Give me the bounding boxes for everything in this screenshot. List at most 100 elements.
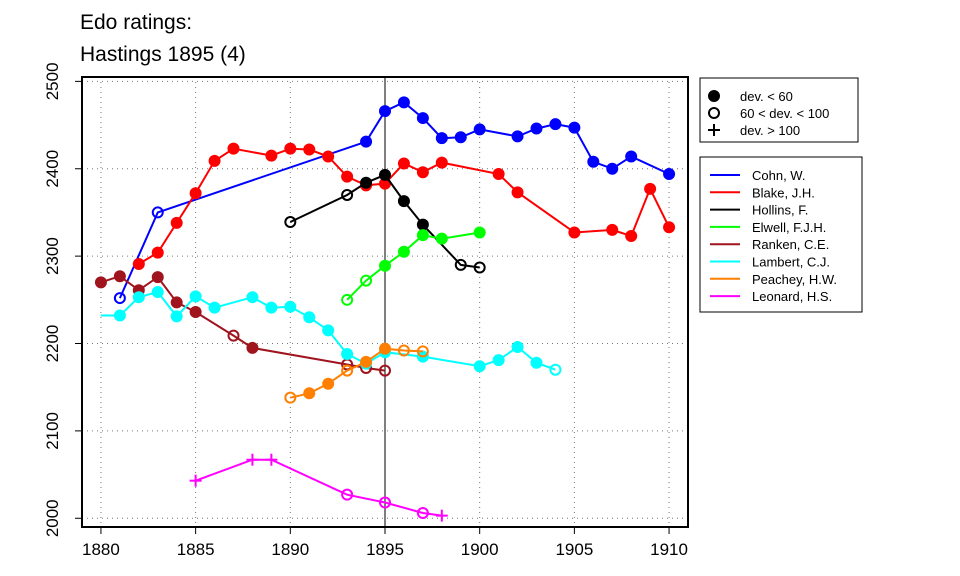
data-point: [265, 301, 278, 314]
data-point: [379, 105, 391, 118]
x-tick-label: 1895: [366, 540, 404, 559]
data-point: [492, 354, 505, 367]
data-point: [303, 387, 316, 400]
legend-series-name: Cohn, W.: [752, 168, 805, 183]
data-point: [435, 232, 448, 245]
data-point: [379, 259, 391, 272]
data-point: [284, 142, 297, 155]
data-point: [397, 344, 410, 357]
legend-marker-plus: [708, 124, 720, 136]
data-point: [227, 142, 240, 155]
data-point: [397, 195, 410, 208]
data-point: [94, 276, 107, 289]
data-point: [397, 245, 410, 258]
legend-label: dev. < 60: [740, 89, 793, 104]
data-point: [246, 453, 259, 466]
data-point: [322, 150, 335, 163]
legend-series-name: Peachey, H.W.: [752, 272, 837, 287]
data-point: [416, 507, 429, 520]
legend-series-name: Blake, J.H.: [752, 185, 815, 200]
data-point: [511, 186, 524, 199]
x-axis: 1880 1885 1890 1895 1900 1905 1910: [82, 527, 688, 559]
marker-legend: dev. < 60 60 < dev. < 100 dev. > 100: [699, 77, 859, 143]
data-point: [227, 329, 240, 342]
data-point: [284, 300, 297, 313]
y-tick-label: 2400: [43, 150, 62, 188]
series-legend: Cohn, W. Blake, J.H. Hollins, F. Elwell, F.…: [699, 156, 863, 313]
legend-marker-filled: [708, 90, 720, 102]
y-tick-label: 2100: [43, 412, 62, 450]
legend-label: dev. > 100: [740, 123, 800, 138]
data-point: [341, 364, 354, 377]
data-point: [341, 188, 354, 201]
legend-marker-open: [708, 107, 720, 119]
data-point: [530, 356, 543, 369]
legend-series-name: Hollins, F.: [752, 203, 808, 218]
data-point: [454, 131, 467, 144]
series-line: [346, 231, 480, 301]
legend-series-name: Leonard, H.S.: [752, 289, 832, 304]
data-point: [170, 216, 183, 229]
data-point: [246, 341, 259, 354]
data-point: [530, 122, 543, 135]
data-point: [416, 218, 429, 231]
x-tick-label: 1890: [271, 540, 309, 559]
data-point: [189, 290, 202, 303]
series-5: [100, 285, 562, 376]
data-point: [151, 271, 164, 284]
data-point: [492, 167, 505, 180]
series-layer: [94, 96, 676, 522]
series-legend-box: [699, 156, 863, 313]
data-point: [151, 246, 164, 259]
data-point: [435, 509, 448, 522]
data-point: [549, 363, 562, 376]
data-point: [606, 223, 619, 236]
data-point: [132, 291, 145, 304]
data-point: [303, 311, 316, 324]
y-tick-label: 2500: [43, 62, 62, 100]
data-point: [663, 221, 676, 234]
data-point: [208, 301, 221, 314]
data-point: [473, 360, 486, 373]
data-point: [341, 293, 354, 306]
series-0: [113, 96, 676, 305]
x-tick-label: 1900: [461, 540, 499, 559]
data-point: [435, 156, 448, 169]
data-point: [265, 453, 278, 466]
series-2: [284, 168, 486, 274]
y-axis: 2000 2100 2200 2300 2400 2500: [43, 62, 82, 537]
y-tick-label: 2300: [43, 237, 62, 275]
legend-series-name: Elwell, F.J.H.: [752, 220, 826, 235]
data-point: [341, 170, 354, 183]
data-point: [454, 258, 467, 271]
data-point: [132, 257, 145, 270]
data-point: [189, 474, 202, 487]
marker-legend-box: [699, 77, 859, 143]
y-tick-label: 2200: [43, 325, 62, 363]
data-point: [416, 345, 429, 358]
data-point: [379, 364, 391, 377]
data-point: [473, 123, 486, 136]
data-point: [113, 309, 126, 322]
data-point: [568, 121, 581, 134]
x-tick-label: 1910: [650, 540, 688, 559]
x-tick-label: 1905: [555, 540, 593, 559]
series-line: [289, 173, 480, 269]
x-tick-label: 1885: [177, 540, 215, 559]
data-point: [151, 285, 164, 298]
series-line: [118, 101, 670, 299]
data-point: [397, 157, 410, 170]
data-point: [397, 96, 410, 109]
data-point: [379, 168, 391, 181]
legend-series-name: Ranken, C.E.: [752, 237, 829, 252]
data-point: [189, 306, 202, 319]
legend-label: 60 < dev. < 100: [740, 106, 829, 121]
data-point: [170, 296, 183, 309]
data-point: [379, 342, 391, 355]
series-7: [189, 453, 448, 522]
data-point: [360, 274, 373, 287]
x-tick-label: 1880: [82, 540, 120, 559]
data-point: [303, 143, 316, 156]
chart-title-line-1: Edo ratings:: [80, 11, 192, 34]
